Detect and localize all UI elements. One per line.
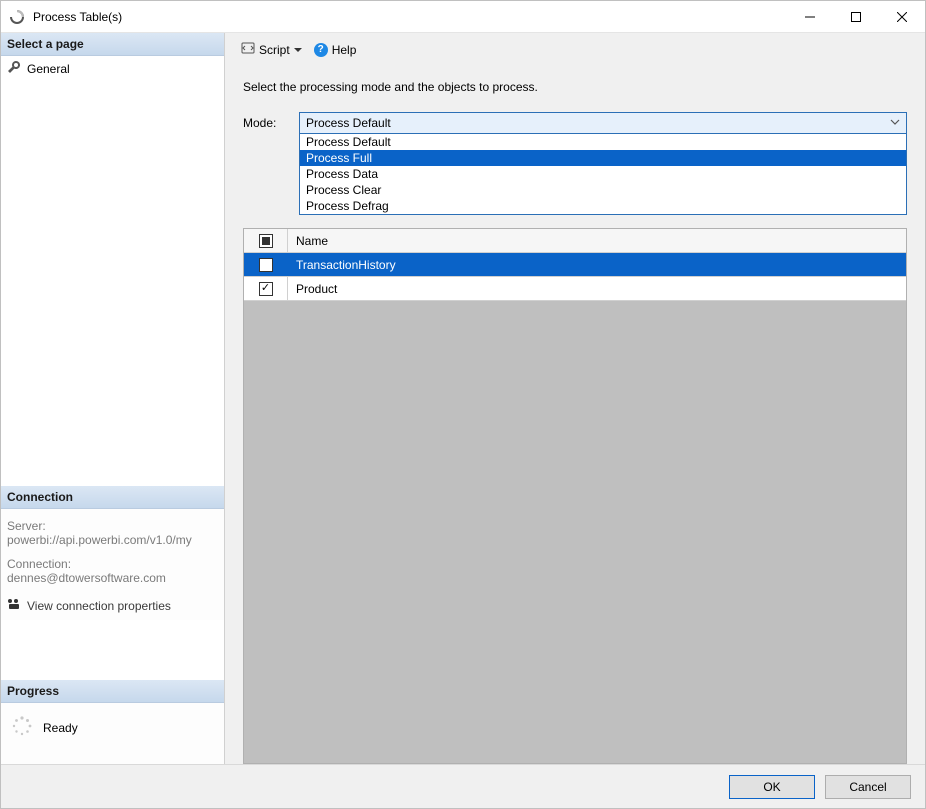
row-checkbox[interactable] <box>259 258 273 272</box>
table-row[interactable]: TransactionHistory <box>244 253 906 277</box>
script-label: Script <box>259 43 290 57</box>
objects-grid: Name TransactionHistoryProduct <box>243 228 907 764</box>
progress-status: Ready <box>43 721 78 735</box>
grid-header-checkbox-cell[interactable] <box>244 229 288 252</box>
window-title: Process Table(s) <box>33 10 787 24</box>
cancel-button[interactable]: Cancel <box>825 775 911 799</box>
cancel-button-label: Cancel <box>849 780 886 794</box>
mode-option[interactable]: Process Full <box>300 150 906 166</box>
connection-block: Server: powerbi://api.powerbi.com/v1.0/m… <box>1 509 224 620</box>
sidebar-connection-header: Connection <box>1 486 224 509</box>
grid-header-row: Name <box>244 229 906 253</box>
connection-icon <box>7 597 21 614</box>
connection-value: dennes@dtowersoftware.com <box>7 571 218 585</box>
server-value: powerbi://api.powerbi.com/v1.0/my <box>7 533 218 547</box>
help-icon: ? <box>314 43 328 57</box>
ok-button-label: OK <box>763 780 780 794</box>
content-toolbar: Script ? Help <box>225 33 925 66</box>
row-checkbox[interactable] <box>259 282 273 296</box>
sidebar-pages-header: Select a page <box>1 33 224 56</box>
close-button[interactable] <box>879 1 925 32</box>
window-controls <box>787 1 925 32</box>
dialog-footer: OK Cancel <box>1 764 925 808</box>
sidebar: Select a page General Connection Server:… <box>1 33 225 764</box>
script-menu[interactable]: Script <box>237 39 306 60</box>
row-checkbox-cell[interactable] <box>244 277 288 300</box>
row-name: TransactionHistory <box>288 253 906 276</box>
ok-button[interactable]: OK <box>729 775 815 799</box>
content-body: Select the processing mode and the objec… <box>225 66 925 764</box>
mode-option[interactable]: Process Data <box>300 166 906 182</box>
app-icon <box>9 9 25 25</box>
titlebar: Process Table(s) <box>1 1 925 33</box>
content-panel: Script ? Help Select the processing mode… <box>225 33 925 764</box>
maximize-button[interactable] <box>833 1 879 32</box>
wrench-icon <box>7 60 21 77</box>
mode-dropdown[interactable]: Process DefaultProcess FullProcess DataP… <box>299 134 907 215</box>
chevron-down-icon <box>294 43 302 57</box>
mode-combobox[interactable]: Process Default <box>299 112 907 134</box>
connection-label: Connection: <box>7 557 218 571</box>
help-link[interactable]: ? Help <box>314 43 357 57</box>
main-area: Select a page General Connection Server:… <box>1 33 925 764</box>
server-label: Server: <box>7 519 218 533</box>
script-icon <box>241 41 255 58</box>
sidebar-item-label: General <box>27 62 70 76</box>
grid-header-name[interactable]: Name <box>288 229 906 252</box>
row-checkbox-cell[interactable] <box>244 253 288 276</box>
table-row[interactable]: Product <box>244 277 906 301</box>
progress-spinner-icon <box>11 715 33 740</box>
header-checkbox-indeterminate[interactable] <box>259 234 273 248</box>
view-connection-properties-label: View connection properties <box>27 599 171 613</box>
help-label: Help <box>332 43 357 57</box>
mode-row: Mode: Process Default Process DefaultPro… <box>243 112 907 134</box>
sidebar-pages: General <box>1 56 224 486</box>
description-text: Select the processing mode and the objec… <box>243 80 907 94</box>
view-connection-properties[interactable]: View connection properties <box>7 597 218 614</box>
sidebar-item-general[interactable]: General <box>1 56 224 81</box>
mode-option[interactable]: Process Defrag <box>300 198 906 214</box>
mode-option[interactable]: Process Default <box>300 134 906 150</box>
chevron-down-icon <box>890 116 900 130</box>
sidebar-progress-header: Progress <box>1 680 224 703</box>
mode-label: Mode: <box>243 112 289 130</box>
row-name: Product <box>288 277 906 300</box>
minimize-button[interactable] <box>787 1 833 32</box>
mode-combobox-value: Process Default <box>306 116 391 130</box>
progress-block: Ready <box>1 703 224 764</box>
mode-option[interactable]: Process Clear <box>300 182 906 198</box>
